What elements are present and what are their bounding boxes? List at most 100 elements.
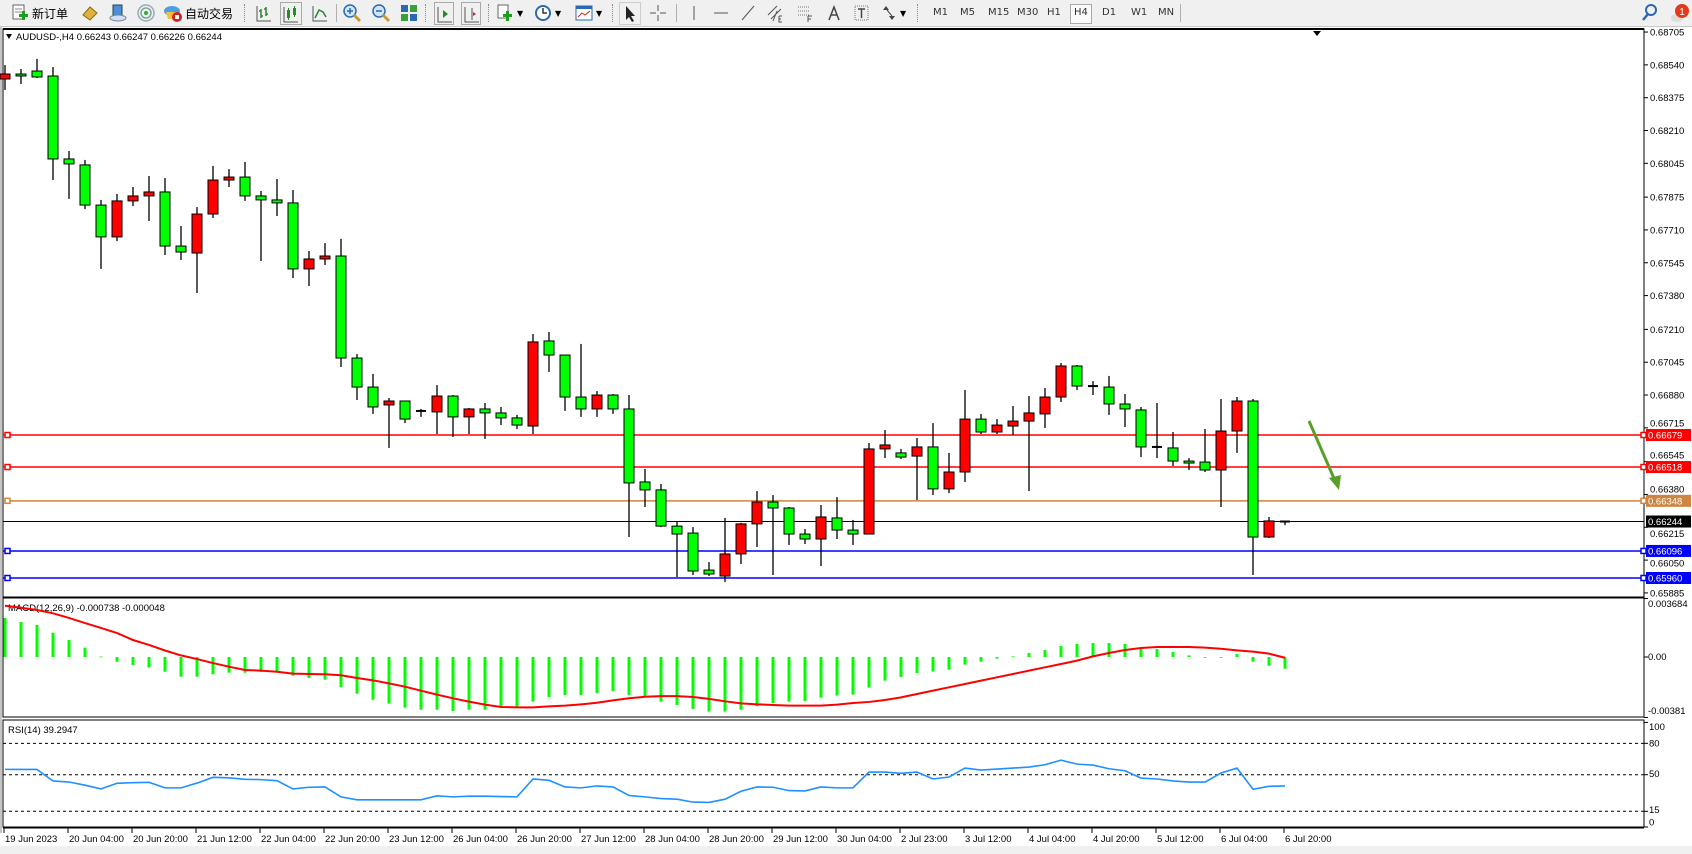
candle-body bbox=[287, 202, 299, 270]
level-anchor-handle[interactable] bbox=[4, 547, 11, 555]
level-anchor-handle[interactable] bbox=[4, 431, 11, 439]
candle-body bbox=[799, 533, 811, 540]
chart-shift-button[interactable] bbox=[461, 2, 481, 25]
candlestick-button[interactable] bbox=[280, 2, 302, 25]
candle-body bbox=[671, 525, 683, 535]
trendline-tool-button[interactable] bbox=[738, 3, 758, 23]
macd-histogram-bar bbox=[1235, 653, 1239, 657]
macd-histogram-bar bbox=[1059, 646, 1063, 657]
candle bbox=[607, 394, 619, 414]
notifications-button[interactable]: 1 bbox=[1668, 3, 1690, 23]
macd-histogram-bar bbox=[579, 657, 583, 695]
level-anchor-handle[interactable] bbox=[4, 574, 11, 582]
candle bbox=[416, 408, 426, 417]
fibonacci-tool-button[interactable] bbox=[795, 3, 815, 23]
toolbar-separator bbox=[488, 4, 491, 22]
main-price-pane[interactable] bbox=[2, 28, 1645, 598]
periods-button[interactable]: ▼ bbox=[533, 3, 561, 23]
macd-histogram-bar bbox=[1251, 657, 1255, 662]
chart-window[interactable]: 0.68705 0.68540 0.68375 0.68210 0.68045 0.678… bbox=[0, 27, 1692, 850]
macd-histogram-bar bbox=[67, 640, 71, 657]
chart-shift-marker-icon[interactable] bbox=[1313, 31, 1321, 36]
level-anchor-handle[interactable] bbox=[1640, 497, 1647, 505]
vertical-line-tool-button[interactable] bbox=[684, 3, 704, 23]
candle-body bbox=[511, 417, 523, 426]
symbol-menu-triangle-icon[interactable] bbox=[6, 34, 12, 39]
timeframe-mn-button[interactable]: MN bbox=[1158, 7, 1175, 18]
candle-body bbox=[751, 501, 763, 525]
macd-histogram-bar bbox=[1107, 643, 1111, 657]
candle-body bbox=[495, 412, 507, 419]
candle bbox=[735, 522, 747, 565]
candle-body bbox=[431, 395, 443, 413]
price-axis-label: 0.66715 bbox=[1650, 419, 1684, 430]
timeframe-m1-button[interactable]: M1 bbox=[933, 7, 948, 18]
zoom-in-button[interactable] bbox=[342, 3, 362, 23]
arrow-annotation-line[interactable] bbox=[1307, 420, 1338, 484]
toolbar-separator bbox=[612, 4, 615, 22]
candle-body bbox=[111, 200, 123, 238]
candle bbox=[319, 243, 331, 265]
macd-histogram-bar bbox=[323, 657, 327, 680]
bar-chart-button[interactable] bbox=[254, 3, 272, 23]
templates-button[interactable]: ▼ bbox=[574, 3, 602, 23]
dropdown-arrow-icon: ▼ bbox=[596, 8, 603, 18]
candle bbox=[31, 58, 43, 78]
macd-histogram-bar bbox=[1187, 655, 1191, 657]
level-anchor-handle[interactable] bbox=[1640, 574, 1647, 582]
arrows-tool-button[interactable]: ▼ bbox=[880, 3, 906, 23]
level-anchor-handle[interactable] bbox=[1640, 463, 1647, 471]
timeframe-m5-button[interactable]: M5 bbox=[960, 7, 975, 18]
horizontal-line-tool-button[interactable] bbox=[711, 3, 731, 23]
candle-body bbox=[607, 394, 619, 410]
chart-shift-icon bbox=[464, 6, 479, 22]
price-axis-label: 0.67545 bbox=[1650, 258, 1684, 269]
equidistant-channel-tool-button[interactable] bbox=[765, 3, 785, 23]
chart-canvas[interactable]: 0.68705 0.68540 0.68375 0.68210 0.68045 0.678… bbox=[0, 27, 1692, 850]
market-watch-button[interactable] bbox=[80, 3, 100, 23]
macd-histogram-bar bbox=[755, 657, 759, 707]
status-strip bbox=[0, 846, 1692, 850]
new-order-button[interactable]: 新订单 bbox=[10, 3, 68, 23]
candle bbox=[751, 491, 763, 547]
timeframe-m30-button[interactable]: M30 bbox=[1017, 7, 1039, 18]
clock-icon bbox=[535, 5, 551, 21]
macd-histogram-bar bbox=[1283, 657, 1287, 669]
navigator-button[interactable] bbox=[108, 3, 128, 23]
level-anchor-handle[interactable] bbox=[4, 497, 11, 505]
macd-pane[interactable] bbox=[2, 597, 1645, 718]
timeframe-h1-button[interactable]: H1 bbox=[1047, 7, 1061, 18]
rsi-pane[interactable] bbox=[2, 719, 1645, 828]
toolbar-separator bbox=[1180, 4, 1181, 22]
level-anchor-handle[interactable] bbox=[1640, 431, 1647, 439]
arrow-annotation-head-icon[interactable] bbox=[1329, 475, 1341, 490]
timeframe-m15-button[interactable]: M15 bbox=[988, 7, 1010, 18]
timeframe-w1-button[interactable]: W1 bbox=[1131, 7, 1148, 18]
line-chart-button[interactable] bbox=[310, 3, 328, 23]
indicators-button[interactable]: ▼ bbox=[495, 3, 523, 23]
timeframe-h4-button[interactable]: H4 bbox=[1070, 4, 1092, 24]
level-anchor-handle[interactable] bbox=[4, 463, 11, 471]
candle-body bbox=[127, 195, 139, 202]
candle bbox=[783, 506, 795, 545]
timeframe-d1-button[interactable]: D1 bbox=[1102, 7, 1117, 18]
search-button[interactable] bbox=[1640, 3, 1660, 23]
zoom-out-button[interactable] bbox=[371, 3, 391, 23]
auto-trading-button[interactable]: 自动交易 bbox=[163, 3, 233, 23]
tile-windows-button[interactable] bbox=[399, 3, 419, 23]
signal-icon bbox=[137, 4, 155, 22]
time-axis-label: 26 Jun 20:00 bbox=[517, 834, 572, 845]
price-axis-label: 0.68705 bbox=[1650, 28, 1684, 39]
macd-histogram-bar bbox=[963, 657, 967, 665]
auto-scroll-button[interactable] bbox=[434, 2, 454, 25]
cursor-tool-button[interactable] bbox=[619, 2, 641, 25]
signals-button[interactable] bbox=[136, 3, 156, 23]
text-tool-button[interactable] bbox=[826, 3, 842, 23]
candle bbox=[127, 186, 139, 207]
auto-trading-label: 自动交易 bbox=[185, 6, 234, 21]
text-label-tool-button[interactable] bbox=[853, 3, 871, 23]
candle-body bbox=[351, 357, 363, 388]
crosshair-tool-button[interactable] bbox=[648, 3, 668, 23]
level-anchor-handle[interactable] bbox=[1640, 547, 1647, 555]
macd-histogram-bar bbox=[739, 657, 743, 710]
